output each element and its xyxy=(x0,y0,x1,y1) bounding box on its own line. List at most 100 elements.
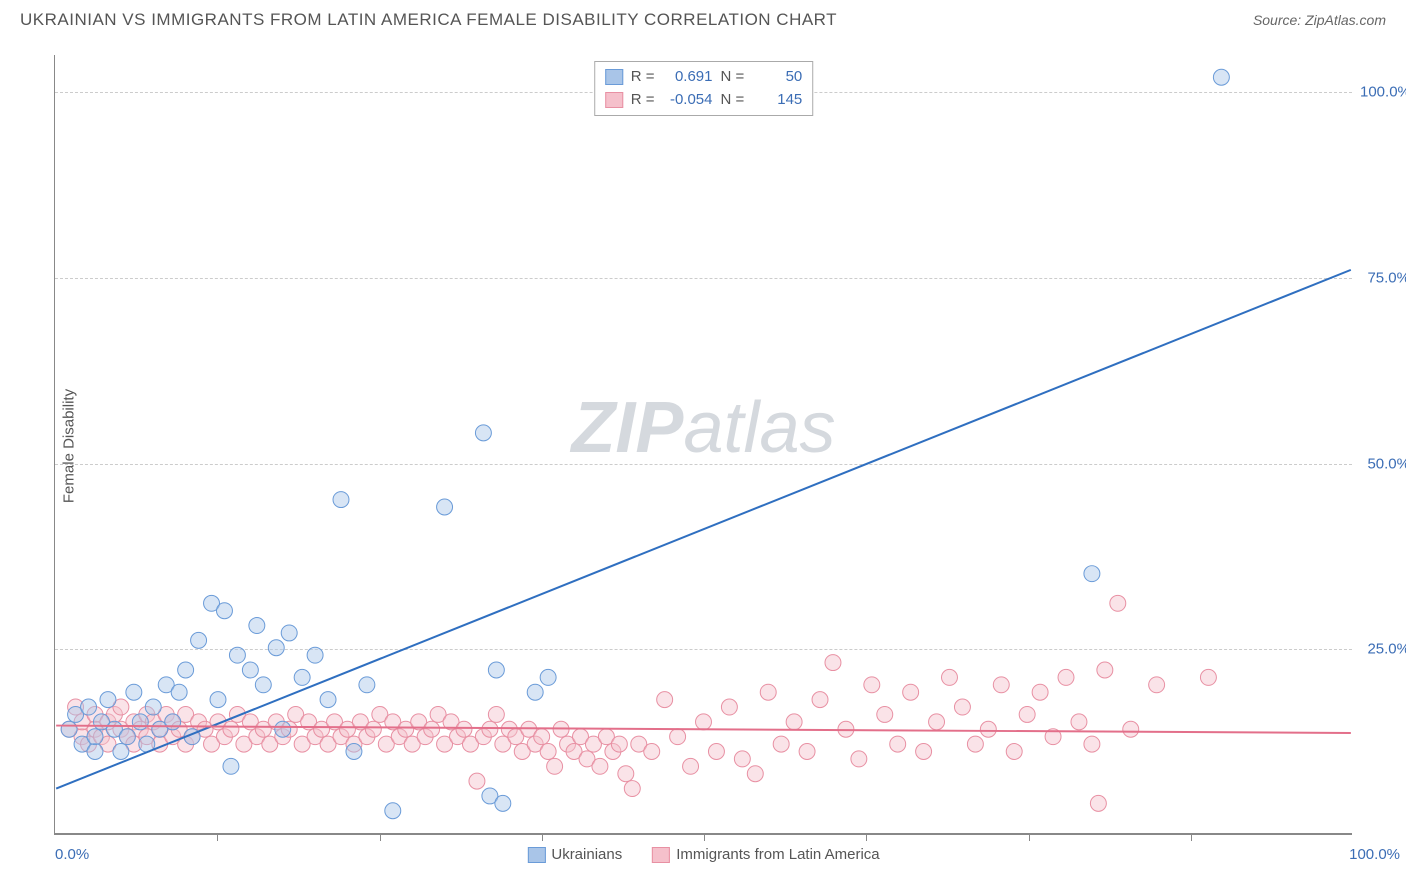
data-point xyxy=(799,744,815,760)
data-point xyxy=(165,714,181,730)
data-point xyxy=(191,632,207,648)
n-label: N = xyxy=(721,89,745,112)
data-point xyxy=(87,729,103,745)
data-point xyxy=(967,736,983,752)
data-point xyxy=(734,751,750,767)
data-point xyxy=(611,736,627,752)
swatch-series-1 xyxy=(527,847,545,863)
data-point xyxy=(113,744,129,760)
x-tick xyxy=(704,833,705,841)
data-point xyxy=(786,714,802,730)
x-max-label: 100.0% xyxy=(1349,846,1400,863)
data-point xyxy=(547,758,563,774)
chart-plot-area: ZIPatlas 25.0%50.0%75.0%100.0% R = 0.691… xyxy=(54,55,1352,835)
chart-header: UKRAINIAN VS IMMIGRANTS FROM LATIN AMERI… xyxy=(0,0,1406,35)
n-value-2: 145 xyxy=(752,89,802,112)
data-point xyxy=(210,692,226,708)
data-point xyxy=(255,677,271,693)
data-point xyxy=(708,744,724,760)
chart-title: UKRAINIAN VS IMMIGRANTS FROM LATIN AMERI… xyxy=(20,10,837,30)
legend-label-2: Immigrants from Latin America xyxy=(676,846,879,863)
data-point xyxy=(242,662,258,678)
data-point xyxy=(275,721,291,737)
data-point xyxy=(346,744,362,760)
data-point xyxy=(534,729,550,745)
data-point xyxy=(365,721,381,737)
scatter-svg xyxy=(55,55,1352,833)
data-point xyxy=(333,492,349,508)
n-value-1: 50 xyxy=(752,66,802,89)
data-point xyxy=(475,425,491,441)
data-point xyxy=(307,647,323,663)
data-point xyxy=(126,684,142,700)
data-point xyxy=(359,677,375,693)
data-point xyxy=(61,721,77,737)
data-point xyxy=(1123,721,1139,737)
data-point xyxy=(385,803,401,819)
data-point xyxy=(469,773,485,789)
data-point xyxy=(1019,706,1035,722)
data-point xyxy=(223,721,239,737)
data-point xyxy=(670,729,686,745)
x-tick xyxy=(1191,833,1192,841)
data-point xyxy=(540,744,556,760)
x-tick xyxy=(1029,833,1030,841)
data-point xyxy=(721,699,737,715)
stats-row-series-2: R = -0.054 N = 145 xyxy=(605,89,803,112)
data-point xyxy=(482,721,498,737)
data-point xyxy=(320,692,336,708)
data-point xyxy=(119,729,135,745)
data-point xyxy=(178,662,194,678)
r-label: R = xyxy=(631,66,655,89)
x-min-label: 0.0% xyxy=(55,846,89,863)
data-point xyxy=(87,744,103,760)
data-point xyxy=(81,699,97,715)
data-point xyxy=(773,736,789,752)
series-Immigrants from Latin America xyxy=(61,595,1216,811)
trend-line xyxy=(56,270,1351,789)
data-point xyxy=(1149,677,1165,693)
data-point xyxy=(249,618,265,634)
r-value-2: -0.054 xyxy=(663,89,713,112)
bottom-legend: Ukrainians Immigrants from Latin America xyxy=(527,846,879,863)
data-point xyxy=(1090,795,1106,811)
data-point xyxy=(229,647,245,663)
data-point xyxy=(540,669,556,685)
data-point xyxy=(624,781,640,797)
data-point xyxy=(1200,669,1216,685)
data-point xyxy=(527,684,543,700)
n-label: N = xyxy=(721,66,745,89)
data-point xyxy=(1084,566,1100,582)
data-point xyxy=(132,714,148,730)
data-point xyxy=(145,699,161,715)
legend-item-1: Ukrainians xyxy=(527,846,622,863)
data-point xyxy=(618,766,634,782)
data-point xyxy=(993,677,1009,693)
legend-label-1: Ukrainians xyxy=(551,846,622,863)
y-tick-label: 50.0% xyxy=(1360,455,1406,472)
data-point xyxy=(1058,669,1074,685)
data-point xyxy=(825,655,841,671)
data-point xyxy=(223,758,239,774)
y-tick-label: 25.0% xyxy=(1360,641,1406,658)
data-point xyxy=(1110,595,1126,611)
data-point xyxy=(916,744,932,760)
data-point xyxy=(1084,736,1100,752)
source-label: Source: ZipAtlas.com xyxy=(1253,12,1386,28)
data-point xyxy=(644,744,660,760)
data-point xyxy=(424,721,440,737)
stats-row-series-1: R = 0.691 N = 50 xyxy=(605,66,803,89)
x-tick xyxy=(866,833,867,841)
stats-legend: R = 0.691 N = 50 R = -0.054 N = 145 xyxy=(594,61,814,116)
data-point xyxy=(1071,714,1087,730)
data-point xyxy=(864,677,880,693)
data-point xyxy=(437,499,453,515)
data-point xyxy=(903,684,919,700)
legend-item-2: Immigrants from Latin America xyxy=(652,846,879,863)
data-point xyxy=(281,625,297,641)
data-point xyxy=(942,669,958,685)
r-value-1: 0.691 xyxy=(663,66,713,89)
data-point xyxy=(1006,744,1022,760)
swatch-series-1 xyxy=(605,69,623,85)
data-point xyxy=(812,692,828,708)
